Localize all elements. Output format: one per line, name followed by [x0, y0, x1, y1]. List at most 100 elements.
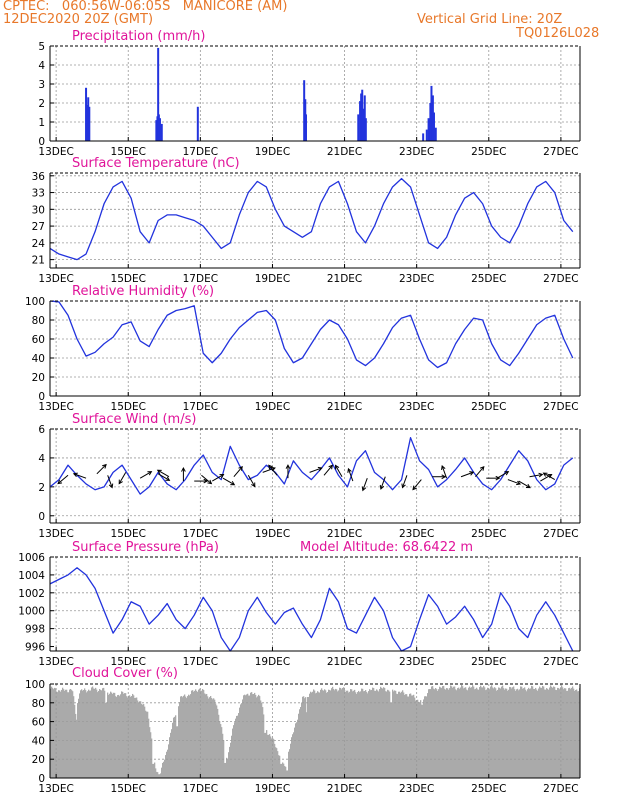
- precip-bar: [85, 87, 88, 141]
- cloud-cover-bar: [155, 768, 157, 778]
- cloud-cover-bar: [86, 692, 88, 778]
- cloud-cover-bar: [558, 688, 560, 778]
- cloud-cover-bar: [379, 689, 381, 778]
- wind-arrow-head: [203, 478, 209, 484]
- x-tick-label: 21DEC: [327, 528, 362, 540]
- cloud-cover-bar: [568, 688, 570, 778]
- cloud-cover-bar: [352, 691, 354, 778]
- y-tick-label: 20: [32, 754, 45, 766]
- cloud-cover-bar: [214, 699, 216, 778]
- cloud-cover-bar: [572, 686, 574, 778]
- x-tick-label: 27DEC: [543, 783, 578, 795]
- x-tick-label: 23DEC: [399, 401, 434, 413]
- cloud-cover-bar: [544, 689, 546, 778]
- cloud-cover-bar: [511, 688, 513, 778]
- cloud-cover-bar: [376, 689, 378, 778]
- x-tick-label: 21DEC: [327, 273, 362, 285]
- cloud-title: Cloud Cover (%): [72, 666, 178, 681]
- cloud-cover-bar: [163, 761, 165, 778]
- cloud-cover-bar: [101, 690, 103, 778]
- wind-arrow-head: [401, 483, 406, 489]
- cloud-cover-bar: [98, 690, 100, 778]
- cloud-cover-bar: [375, 690, 377, 778]
- cloud-cover-bar: [351, 689, 353, 778]
- cloud-cover-bar: [418, 701, 420, 778]
- x-tick-label: 17DEC: [183, 273, 218, 285]
- cloud-cover-bar: [134, 698, 136, 778]
- wind-arrow-head: [285, 464, 291, 469]
- cloud-cover-bar: [455, 689, 457, 778]
- x-tick-label: 19DEC: [255, 401, 290, 413]
- y-tick-label: 80: [32, 315, 45, 327]
- y-tick-label: 27: [32, 221, 45, 233]
- cloud-cover-bar: [198, 689, 200, 778]
- wind-arrow-head: [147, 471, 153, 476]
- cloud-cover-bar: [50, 688, 52, 778]
- cloud-cover-bar: [54, 687, 56, 778]
- cloud-cover-bar: [564, 688, 566, 778]
- cloud-cover-bar: [124, 693, 126, 778]
- cloud-cover-bar: [287, 770, 289, 778]
- y-tick-label: 0: [38, 511, 45, 523]
- wind-arrow-shaft: [201, 474, 212, 485]
- cloud-cover-bar: [503, 688, 505, 778]
- cloud-cover-bar: [97, 692, 99, 778]
- cloud-cover-bar: [353, 690, 355, 778]
- x-tick-label: 15DEC: [111, 273, 146, 285]
- cloud-cover-bar: [521, 686, 523, 778]
- cloud-cover-bar: [225, 762, 227, 778]
- x-tick-label: 19DEC: [255, 656, 290, 668]
- cloud-cover-bar: [144, 706, 146, 778]
- cloud-cover-bar: [82, 690, 84, 778]
- cloud-cover-bar: [167, 749, 169, 778]
- cloud-cover-bar: [508, 689, 510, 778]
- precip-bar: [363, 95, 366, 141]
- cloud-cover-bar: [329, 690, 331, 778]
- cloud-cover-bar: [530, 688, 532, 778]
- humidity-line: [49, 300, 574, 369]
- cloud-cover-bar: [328, 689, 330, 778]
- cloud-cover-bar: [461, 685, 463, 778]
- cloud-cover-bar: [481, 687, 483, 778]
- cloud-cover-bar: [81, 689, 83, 778]
- wind-arrow-shaft: [323, 464, 333, 476]
- y-tick-label: 100: [25, 679, 45, 691]
- cloud-cover-bar: [433, 688, 435, 778]
- cloud-cover-bar: [567, 690, 569, 778]
- cloud-cover-bar: [510, 687, 512, 778]
- x-tick-label: 25DEC: [471, 528, 506, 540]
- cloud-cover-bar: [415, 700, 417, 778]
- cloud-cover-bar: [291, 737, 293, 778]
- x-tick-label: 21DEC: [327, 783, 362, 795]
- wind-arrow-head: [317, 466, 323, 472]
- cloud-cover-bar: [398, 691, 400, 778]
- wind-arrow-head: [495, 475, 501, 481]
- cloud-cover-bar: [325, 690, 327, 778]
- cloud-cover-bar: [285, 766, 287, 778]
- wind-arrow-shaft: [268, 464, 278, 476]
- cloud-cover-bar: [273, 739, 275, 778]
- cloud-cover-bar: [446, 688, 448, 778]
- x-tick-label: 25DEC: [471, 656, 506, 668]
- cloud-cover-bar: [401, 691, 403, 778]
- cloud-cover-bar: [150, 732, 152, 778]
- wind-arrow-shaft: [309, 467, 322, 473]
- x-tick-label: 27DEC: [543, 656, 578, 668]
- cloud-cover-bar: [310, 691, 312, 778]
- wind-arrow-head: [347, 467, 352, 473]
- wind-arrow-shaft: [518, 480, 531, 488]
- cloud-cover-bar: [346, 690, 348, 778]
- cloud-cover-bar: [492, 687, 494, 778]
- cloud-cover-bar: [280, 763, 282, 778]
- x-tick-label: 21DEC: [327, 401, 362, 413]
- cloud-cover-bar: [485, 690, 487, 778]
- wind-arrow-shaft: [262, 467, 276, 473]
- cloud-cover-bar: [509, 686, 511, 778]
- cloud-cover-bar: [528, 687, 530, 778]
- cloud-cover-bar: [157, 772, 159, 778]
- cloud-cover-bar: [366, 691, 368, 778]
- cloud-cover-bar: [411, 695, 413, 778]
- y-tick-label: 6: [38, 424, 45, 436]
- cloud-cover-bar: [224, 762, 226, 778]
- x-tick-label: 27DEC: [543, 146, 578, 158]
